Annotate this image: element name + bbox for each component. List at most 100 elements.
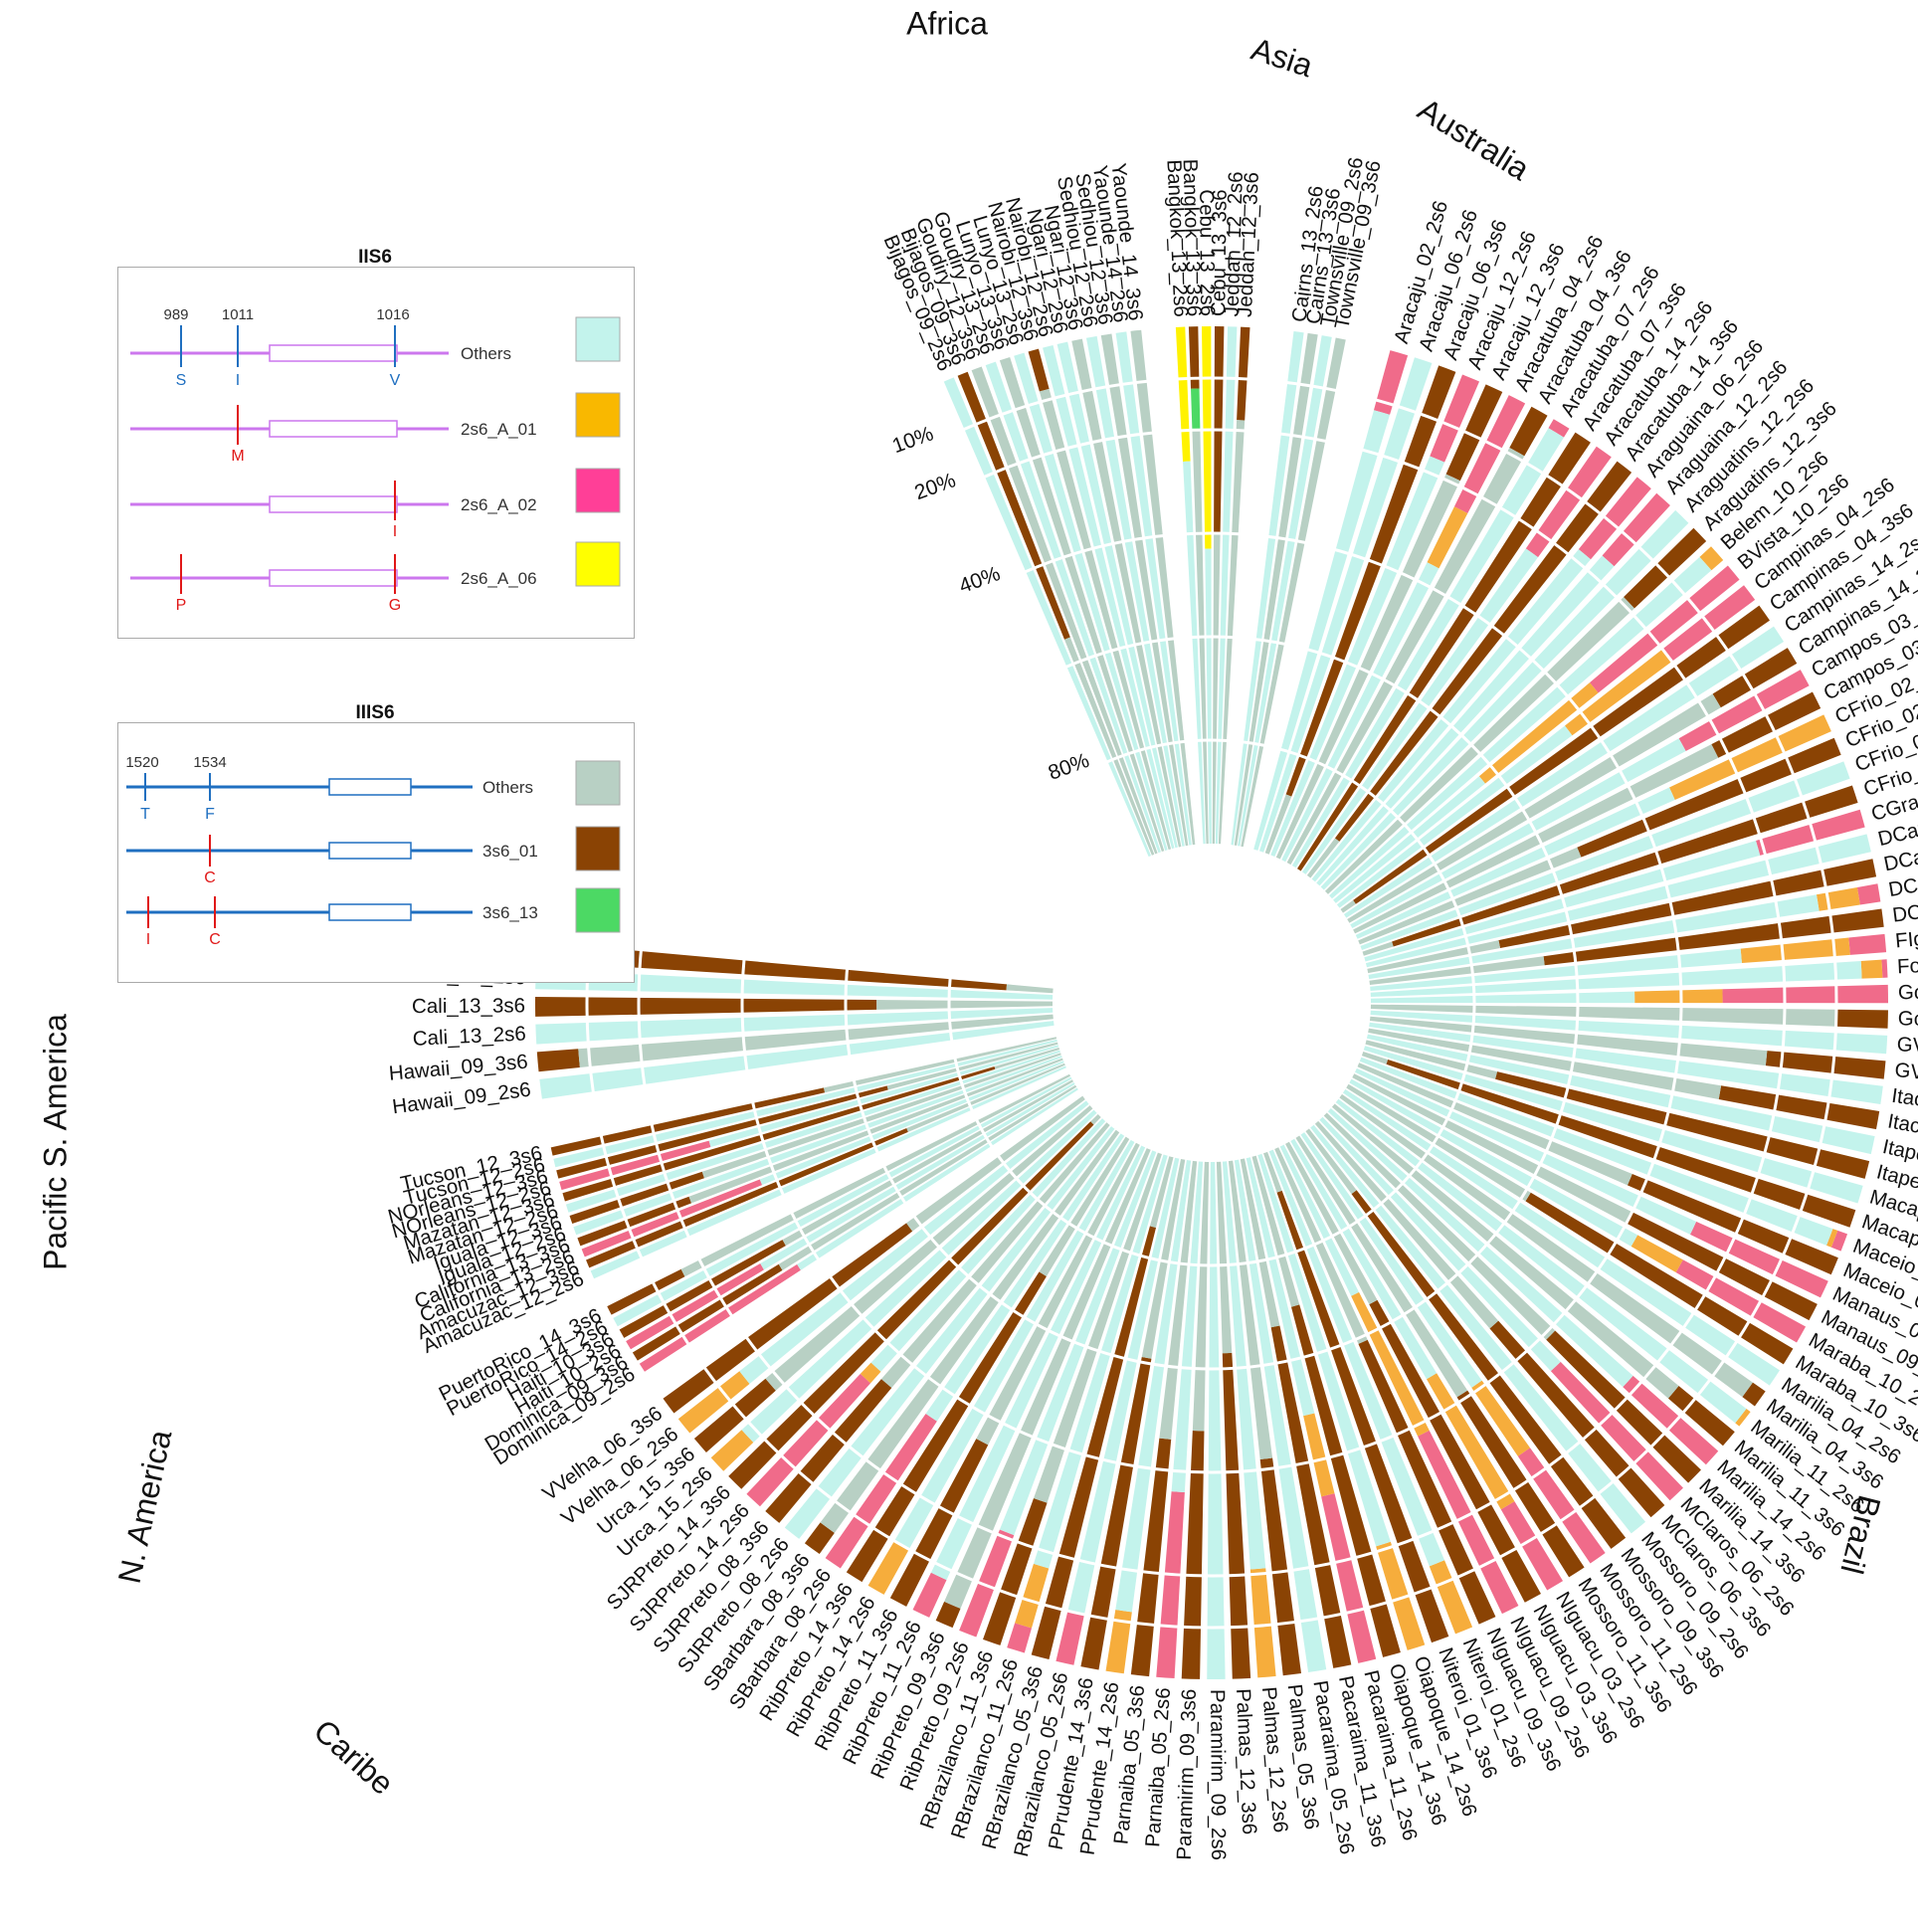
bar-RBrazilanco_11_3s6-iiis6-others [1034, 1152, 1162, 1503]
bar-FIguacu_06_2s6-iis6-others [1370, 948, 1742, 992]
sample-label: Hawaii_09_2s6 [391, 1078, 532, 1119]
bar-SJRPreto_14_2s6-iis6-others [870, 1118, 1106, 1372]
bar-Manaus_09_2s6-iis6-others [1355, 1067, 1697, 1235]
iis6-row-2s6-a-06: P G 2s6_A_06 [130, 541, 621, 614]
bar-Manaus_09_3s6-iiis6-others [1352, 1073, 1632, 1224]
bar-Maceio_09_3s6-iiis6-others [1357, 1063, 1632, 1186]
bar-GValadares_11_2s6-iis6-others [1370, 1010, 1888, 1055]
bar-NOrleans_12_3s6-3s6-01 [556, 1085, 888, 1179]
bar-Aracaju_06_3s6-iiis6-others [1264, 794, 1292, 855]
bar-RibPreto_11_3s6-3s6-01 [889, 1439, 989, 1607]
iiis6-swatch-3s6-13 [575, 887, 621, 933]
iis6-pos-1016: 1016 [376, 306, 409, 323]
bar-Belem_10_2s6-2s6-a-01 [1699, 546, 1724, 571]
bar-Pacaraima_11_2s6-iis6-others [1246, 1157, 1315, 1417]
bar-DCaxias_01_3s6-iiis6-others [1367, 940, 1501, 974]
region-label: Pacific S. America [37, 1014, 73, 1270]
bar-Aracatuba_04_2s6-2s6-a-01 [1427, 506, 1468, 569]
bar-Cairns_13_2s6-iis6-others [1231, 331, 1304, 846]
bar-Niteroi_01_2s6-iis6-others [1268, 1149, 1445, 1567]
bar-Urca_15_3s6-iiis6-others [765, 1105, 1093, 1391]
bar-Haiti_10_2s6-iis6-others [760, 1082, 1075, 1270]
iiis6-row-3s6-13: I C 3s6_13 [126, 887, 621, 948]
bar-Oiapoque_14_3s6-iiis6-others [1251, 1155, 1300, 1307]
bar-RBrazilanco_05_2s6-iis6-others [1067, 1157, 1180, 1615]
sample-label: Bangkok_13_3s6 [1179, 159, 1206, 317]
bar-Aracaju_12_2s6-2s6-a-02 [1430, 374, 1480, 463]
region-label: Australia [1412, 92, 1536, 188]
bar-Paramirim_09_3s6-3s6-01 [1181, 1430, 1205, 1679]
bar-DCaxias_01_2s6-iis6-others [1365, 834, 1871, 968]
bar-Zulia_04_3s6-iiis6-others [1006, 984, 1054, 994]
gap-ring [844, 635, 1580, 1371]
bar-Hawaii_09_3s6-3s6-01 [536, 1049, 580, 1072]
bar-Niteroi_01_3s6-3s6-01 [1276, 1190, 1449, 1643]
bar-Bijagos_09_3s6-3s6-01 [957, 371, 1070, 640]
iiis6-label-others: Others [482, 778, 533, 797]
legend-iis6-heading-text: IIS6 [358, 247, 392, 268]
gap-ring [637, 428, 1787, 1578]
iis6-label-2s6-a-01: 2s6_A_01 [461, 420, 537, 439]
iiis6-label-3s6-01: 3s6_01 [482, 842, 538, 861]
bar-VVelha_06_2s6-iis6-others [739, 1100, 1089, 1384]
bar-Maceio_09_2s6-2s6-a-02 [1830, 1230, 1848, 1252]
bar-Araguaina_12_2s6-iis6-others [1316, 555, 1615, 886]
bar-SBarbara_08_3s6-3s6-01 [804, 1522, 835, 1555]
bar-Marilia_11_2s6-iis6-others [1335, 1098, 1747, 1424]
bar-DCaxias_10_2s6-2s6-a-02 [1856, 883, 1881, 905]
bar-Araguatins_12_3s6-3s6-01 [1624, 527, 1707, 609]
bar-Pacaraima_11_2s6-2s6-a-02 [1321, 1493, 1377, 1663]
bar-NIguacu_09_2s6-iis6-others [1279, 1144, 1360, 1296]
bar-Marilia_14_3s6-3s6-01 [1546, 1330, 1701, 1483]
legend-iiis6-heading-text: IIIS6 [355, 702, 394, 723]
iiis6-label-3s6-13: 3s6_13 [482, 903, 538, 922]
bar-RBrazilanco_05_3s6-iiis6-others [1149, 1156, 1174, 1228]
iis6-label-2s6-a-02: 2s6_A_02 [461, 495, 537, 514]
bar-Maraba_10_2s6-2s6-a-02 [1675, 1259, 1807, 1343]
bar-Mossoro_09_2s6-iis6-others [1310, 1124, 1646, 1534]
bar-Urca_15_2s6-2s6-a-01 [710, 1430, 754, 1471]
bar-Aracaju_02_2s6-2s6-a-02 [1373, 350, 1409, 415]
iis6-swatch-2s6-a-06 [575, 541, 621, 587]
bar-RibPreto_11_2s6-2s6-a-02 [912, 1572, 947, 1618]
iiis6-aa-f: F [205, 806, 215, 823]
bar-RibPreto_14_3s6-3s6-01 [846, 1271, 1047, 1583]
bar-Zulia_04_3s6-3s6-01 [536, 941, 1008, 991]
bar-Parnaiba_05_2s6-iis6-others [1171, 1161, 1204, 1493]
bar-PPrudente_14_2s6-2s6-a-01 [1105, 1609, 1132, 1674]
bar-MClaros_06_3s6-3s6-01 [1489, 1320, 1665, 1518]
bar-Bangkok_13_2s6-iis6-others [1183, 461, 1206, 845]
bar-SBarbara_08_3s6-iiis6-others [820, 1129, 1120, 1533]
iis6-aa-i2: I [393, 523, 397, 540]
bar-Belem_10_2s6-iis6-others [1329, 556, 1712, 899]
bar-Nairobi_12_2s6-iis6-others [1043, 344, 1175, 850]
bar-DCaxias_10_3s6-iiis6-others [1369, 956, 1545, 986]
bar-NIguacu_09_2s6-2s6-a-02 [1418, 1430, 1519, 1615]
iis6-row-others: S I V Others [130, 316, 621, 389]
bar-Marilia_04_3s6-iiis6-others [1339, 1093, 1753, 1398]
bar-Itaperuna_02_3s6-3s6-01 [1495, 1071, 1870, 1179]
bar-Cali_13_3s6-3s6-01 [535, 996, 877, 1017]
bar-Jeddah_12_3s6-3s6-01 [1237, 326, 1250, 421]
bar-DCaxias_10_2s6-iis6-others [1368, 894, 1820, 980]
bar-Mazatan_12_3s6-3s6-01 [562, 1066, 996, 1202]
bar-Haiti_10_3s6-iiis6-others [782, 1079, 1074, 1247]
bar-Campinas_14_3s6-3s6-01 [1712, 648, 1798, 708]
bar-RBrazilanco_11_2s6-2s6-a-02 [1007, 1623, 1033, 1653]
bar-Oiapoque_14_2s6-2s6-a-01 [1376, 1541, 1426, 1650]
bar-Fortaleza_04_2s6-2s6-a-02 [1881, 959, 1888, 978]
bar-Iguala_12_3s6-iiis6-others [701, 1053, 1061, 1179]
bar-SJRPreto_14_3s6-iiis6-others [1090, 1113, 1101, 1125]
bar-RBrazilanco_11_2s6-iis6-others [1033, 1154, 1168, 1569]
bar-Pacaraima_05_2s6-iis6-others [1234, 1159, 1327, 1673]
bar-Sedhiou_12_3s6-iiis6-others [1100, 333, 1189, 847]
bar-Paramirim_09_2s6-iis6-others [1207, 1161, 1226, 1680]
bar-SJRPreto_14_2s6-2s6-a-01 [860, 1362, 881, 1384]
sample-labels: Bijagos_09_2s6Bijagos_09_3s6Goudiry_12_3… [386, 155, 1918, 1860]
bar-California_13_3s6-iiis6-others [688, 1058, 1063, 1204]
bar-SJRPreto_08_3s6-3s6-01 [765, 1379, 892, 1523]
bar-BVista_10_2s6-2s6-a-01 [1478, 682, 1599, 784]
bar-Oiapoque_14_3s6-3s6-01 [1290, 1304, 1401, 1657]
bar-RibPreto_09_3s6-3s6-01 [935, 1601, 961, 1629]
bar-Paramirim_09_3s6-iiis6-others [1192, 1161, 1210, 1432]
